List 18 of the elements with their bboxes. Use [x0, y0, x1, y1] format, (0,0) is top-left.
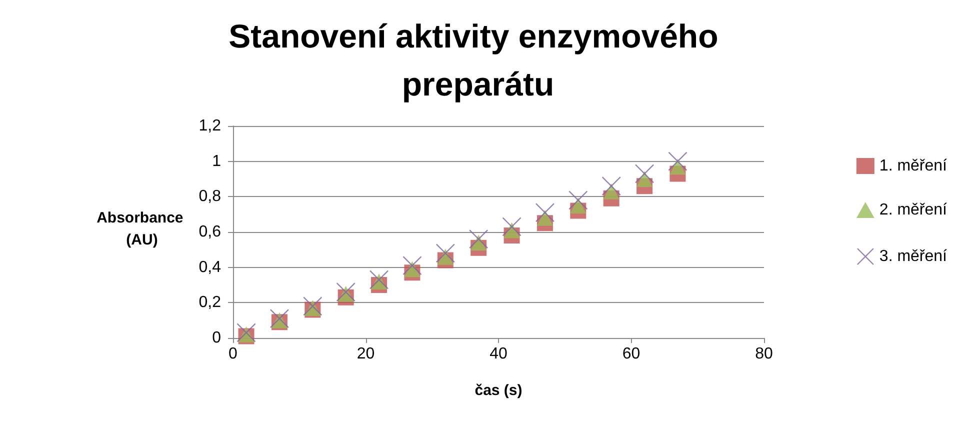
y-axis-title: Absorbance (AU) [96, 210, 188, 248]
legend-label: 1. měření [879, 158, 948, 174]
x-tick-label: 20 [356, 346, 375, 362]
legend-label: 3. měření [879, 248, 948, 265]
y-tick-label: 0,8 [198, 188, 222, 206]
x-tick-label: 40 [490, 346, 508, 362]
legend-label: 2. měření [879, 202, 948, 218]
x-tick-label: 80 [755, 346, 773, 362]
x-axis-title: čas (s) [474, 382, 522, 399]
y-tick-label: 0 [212, 330, 222, 346]
x-tick-label: 0 [228, 346, 238, 362]
y-tick-label: 0,4 [198, 258, 222, 276]
chart-title: Stanovení aktivity enzymového preparátu [228, 18, 728, 102]
y-tick-label: 0,6 [198, 224, 222, 240]
y-tick-label: 1,2 [198, 118, 222, 134]
y-tick-label: 0,2 [198, 294, 222, 312]
y-tick-label: 1 [212, 152, 222, 170]
x-tick-label: 60 [622, 346, 640, 362]
